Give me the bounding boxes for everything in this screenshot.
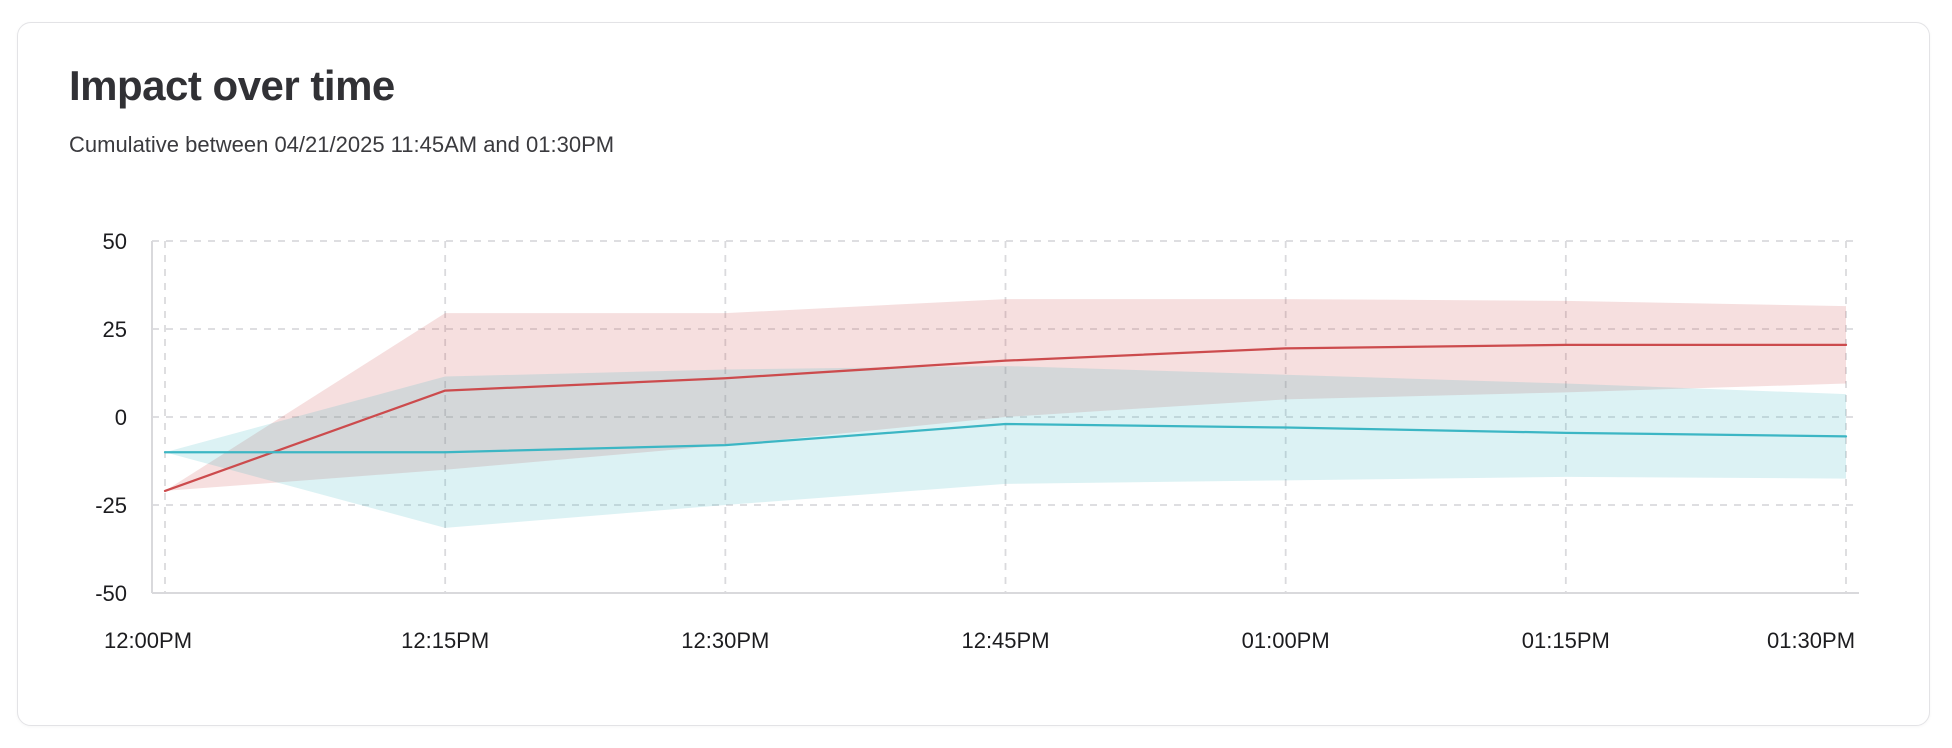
x-axis-label: 01:30PM — [1767, 628, 1855, 653]
y-axis-label: 50 — [103, 229, 127, 254]
chart-canvas[interactable]: 50 25 0 -25 -50 12:00PM 12:15PM 12:30PM 12:45PM 0… — [41, 226, 1911, 666]
cyan-series-band — [165, 365, 1846, 528]
y-axis-label: 25 — [103, 317, 127, 342]
series-lines — [163, 343, 1848, 493]
y-axis-labels: 50 25 0 -25 -50 — [95, 229, 127, 606]
y-axis-label: 0 — [115, 405, 127, 430]
x-axis-label: 01:00PM — [1242, 628, 1330, 653]
impact-over-time-card: Impact over time Cumulative between 04/2… — [17, 22, 1930, 726]
gridlines — [152, 240, 1859, 593]
axes — [151, 241, 1859, 594]
x-axis-label: 01:15PM — [1522, 628, 1610, 653]
y-axis-label: -50 — [95, 581, 127, 606]
x-axis-label: 12:30PM — [681, 628, 769, 653]
x-axis-labels: 12:00PM 12:15PM 12:30PM 12:45PM 01:00PM 01:15… — [104, 628, 1855, 653]
cyan-series-line — [163, 422, 1848, 454]
chart-title: Impact over time — [69, 62, 395, 109]
x-axis-label: 12:00PM — [104, 628, 192, 653]
x-axis-label: 12:45PM — [961, 628, 1049, 653]
red-series-line — [163, 343, 1848, 493]
chart-subtitle: Cumulative between 04/21/2025 11:45AM an… — [69, 132, 615, 157]
x-axis-label: 12:15PM — [401, 628, 489, 653]
impact-chart[interactable]: 50 25 0 -25 -50 12:00PM 12:15PM 12:30PM 12:45PM 0… — [41, 226, 1911, 666]
y-axis-label: -25 — [95, 493, 127, 518]
